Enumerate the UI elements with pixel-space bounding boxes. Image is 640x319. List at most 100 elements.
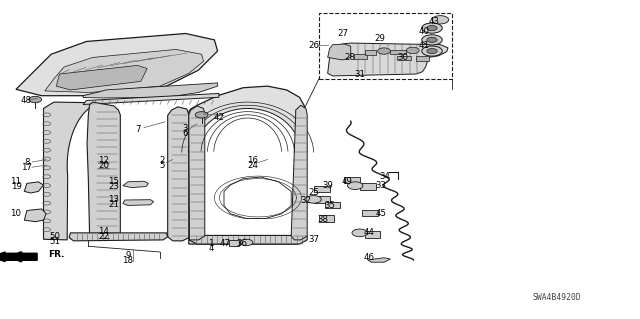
Polygon shape (83, 93, 219, 105)
Polygon shape (189, 235, 307, 244)
Circle shape (422, 35, 442, 45)
Circle shape (348, 182, 363, 189)
Polygon shape (123, 200, 154, 205)
Text: 30: 30 (397, 53, 409, 62)
Text: SWA4B4920D: SWA4B4920D (532, 293, 581, 302)
Bar (314, 196, 330, 203)
Text: 36: 36 (236, 239, 248, 248)
Circle shape (352, 229, 367, 237)
Text: 27: 27 (337, 29, 348, 38)
Polygon shape (224, 177, 291, 219)
Circle shape (427, 26, 437, 31)
Circle shape (427, 48, 437, 54)
Text: 11: 11 (10, 177, 22, 186)
Text: 46: 46 (363, 253, 374, 262)
Bar (365, 231, 380, 238)
Polygon shape (24, 182, 44, 193)
Bar (319, 215, 334, 222)
Text: 39: 39 (323, 181, 333, 190)
Text: 13: 13 (108, 195, 120, 204)
Text: 12: 12 (98, 156, 109, 165)
Text: 38: 38 (317, 215, 329, 224)
Circle shape (406, 47, 419, 54)
Text: 32: 32 (300, 197, 312, 205)
Text: 20: 20 (98, 161, 109, 170)
Bar (360, 183, 376, 190)
Text: 42: 42 (213, 113, 225, 122)
Bar (397, 56, 411, 60)
Text: 17: 17 (21, 163, 33, 172)
Circle shape (422, 23, 442, 33)
Text: 35: 35 (324, 201, 335, 210)
Text: 45: 45 (376, 209, 387, 218)
Text: 4: 4 (209, 244, 214, 253)
Bar (344, 177, 360, 183)
Text: 23: 23 (108, 182, 120, 191)
Bar (354, 54, 367, 59)
Text: 1: 1 (209, 239, 214, 248)
Text: FR.: FR. (48, 250, 65, 259)
Bar (365, 50, 376, 55)
Text: 33: 33 (375, 181, 387, 190)
Text: 25: 25 (308, 188, 319, 197)
Text: 41: 41 (418, 41, 429, 50)
Text: 19: 19 (11, 182, 21, 191)
Polygon shape (328, 44, 351, 60)
Text: 40: 40 (418, 27, 429, 36)
Polygon shape (56, 65, 147, 90)
Text: 24: 24 (247, 161, 259, 170)
Text: 44: 44 (364, 228, 375, 237)
Bar (314, 186, 330, 192)
Text: 5: 5 (159, 161, 164, 170)
Bar (325, 202, 340, 208)
Text: 7: 7 (135, 125, 140, 134)
Text: 18: 18 (122, 256, 134, 265)
Text: 47: 47 (220, 239, 231, 248)
Text: 34: 34 (380, 172, 391, 181)
Text: 15: 15 (108, 177, 120, 186)
Polygon shape (189, 86, 306, 244)
Text: 21: 21 (108, 200, 120, 209)
Polygon shape (44, 102, 100, 240)
Text: 48: 48 (20, 96, 31, 105)
Text: 49: 49 (342, 177, 352, 186)
Text: 28: 28 (344, 53, 356, 62)
Circle shape (378, 48, 390, 54)
Polygon shape (189, 106, 205, 240)
Polygon shape (195, 108, 301, 236)
Bar (390, 50, 406, 54)
FancyArrow shape (0, 252, 37, 262)
Text: 2: 2 (159, 156, 164, 165)
Polygon shape (328, 43, 448, 76)
Text: 16: 16 (247, 156, 259, 165)
Text: 51: 51 (49, 237, 60, 246)
Polygon shape (83, 83, 218, 98)
Polygon shape (368, 258, 390, 262)
Text: 50: 50 (49, 232, 60, 241)
Circle shape (29, 96, 42, 103)
Text: 14: 14 (98, 227, 109, 236)
Circle shape (195, 112, 208, 118)
Polygon shape (24, 209, 46, 222)
Bar (229, 240, 239, 246)
Polygon shape (45, 49, 204, 93)
Bar (362, 210, 378, 216)
Polygon shape (123, 181, 148, 188)
Polygon shape (291, 105, 307, 240)
Polygon shape (16, 33, 218, 96)
Circle shape (240, 239, 253, 246)
Text: 26: 26 (308, 41, 319, 50)
Polygon shape (87, 102, 120, 239)
Text: 43: 43 (428, 17, 440, 26)
Circle shape (432, 16, 449, 24)
Text: 22: 22 (98, 232, 109, 241)
Bar (319, 13, 452, 79)
Circle shape (422, 46, 442, 56)
Text: 29: 29 (374, 34, 385, 43)
Text: 9: 9 (125, 251, 131, 260)
Text: 6: 6 (183, 129, 188, 138)
Text: 8: 8 (24, 158, 29, 167)
Circle shape (306, 196, 321, 203)
Bar (416, 56, 429, 61)
Polygon shape (69, 233, 168, 241)
